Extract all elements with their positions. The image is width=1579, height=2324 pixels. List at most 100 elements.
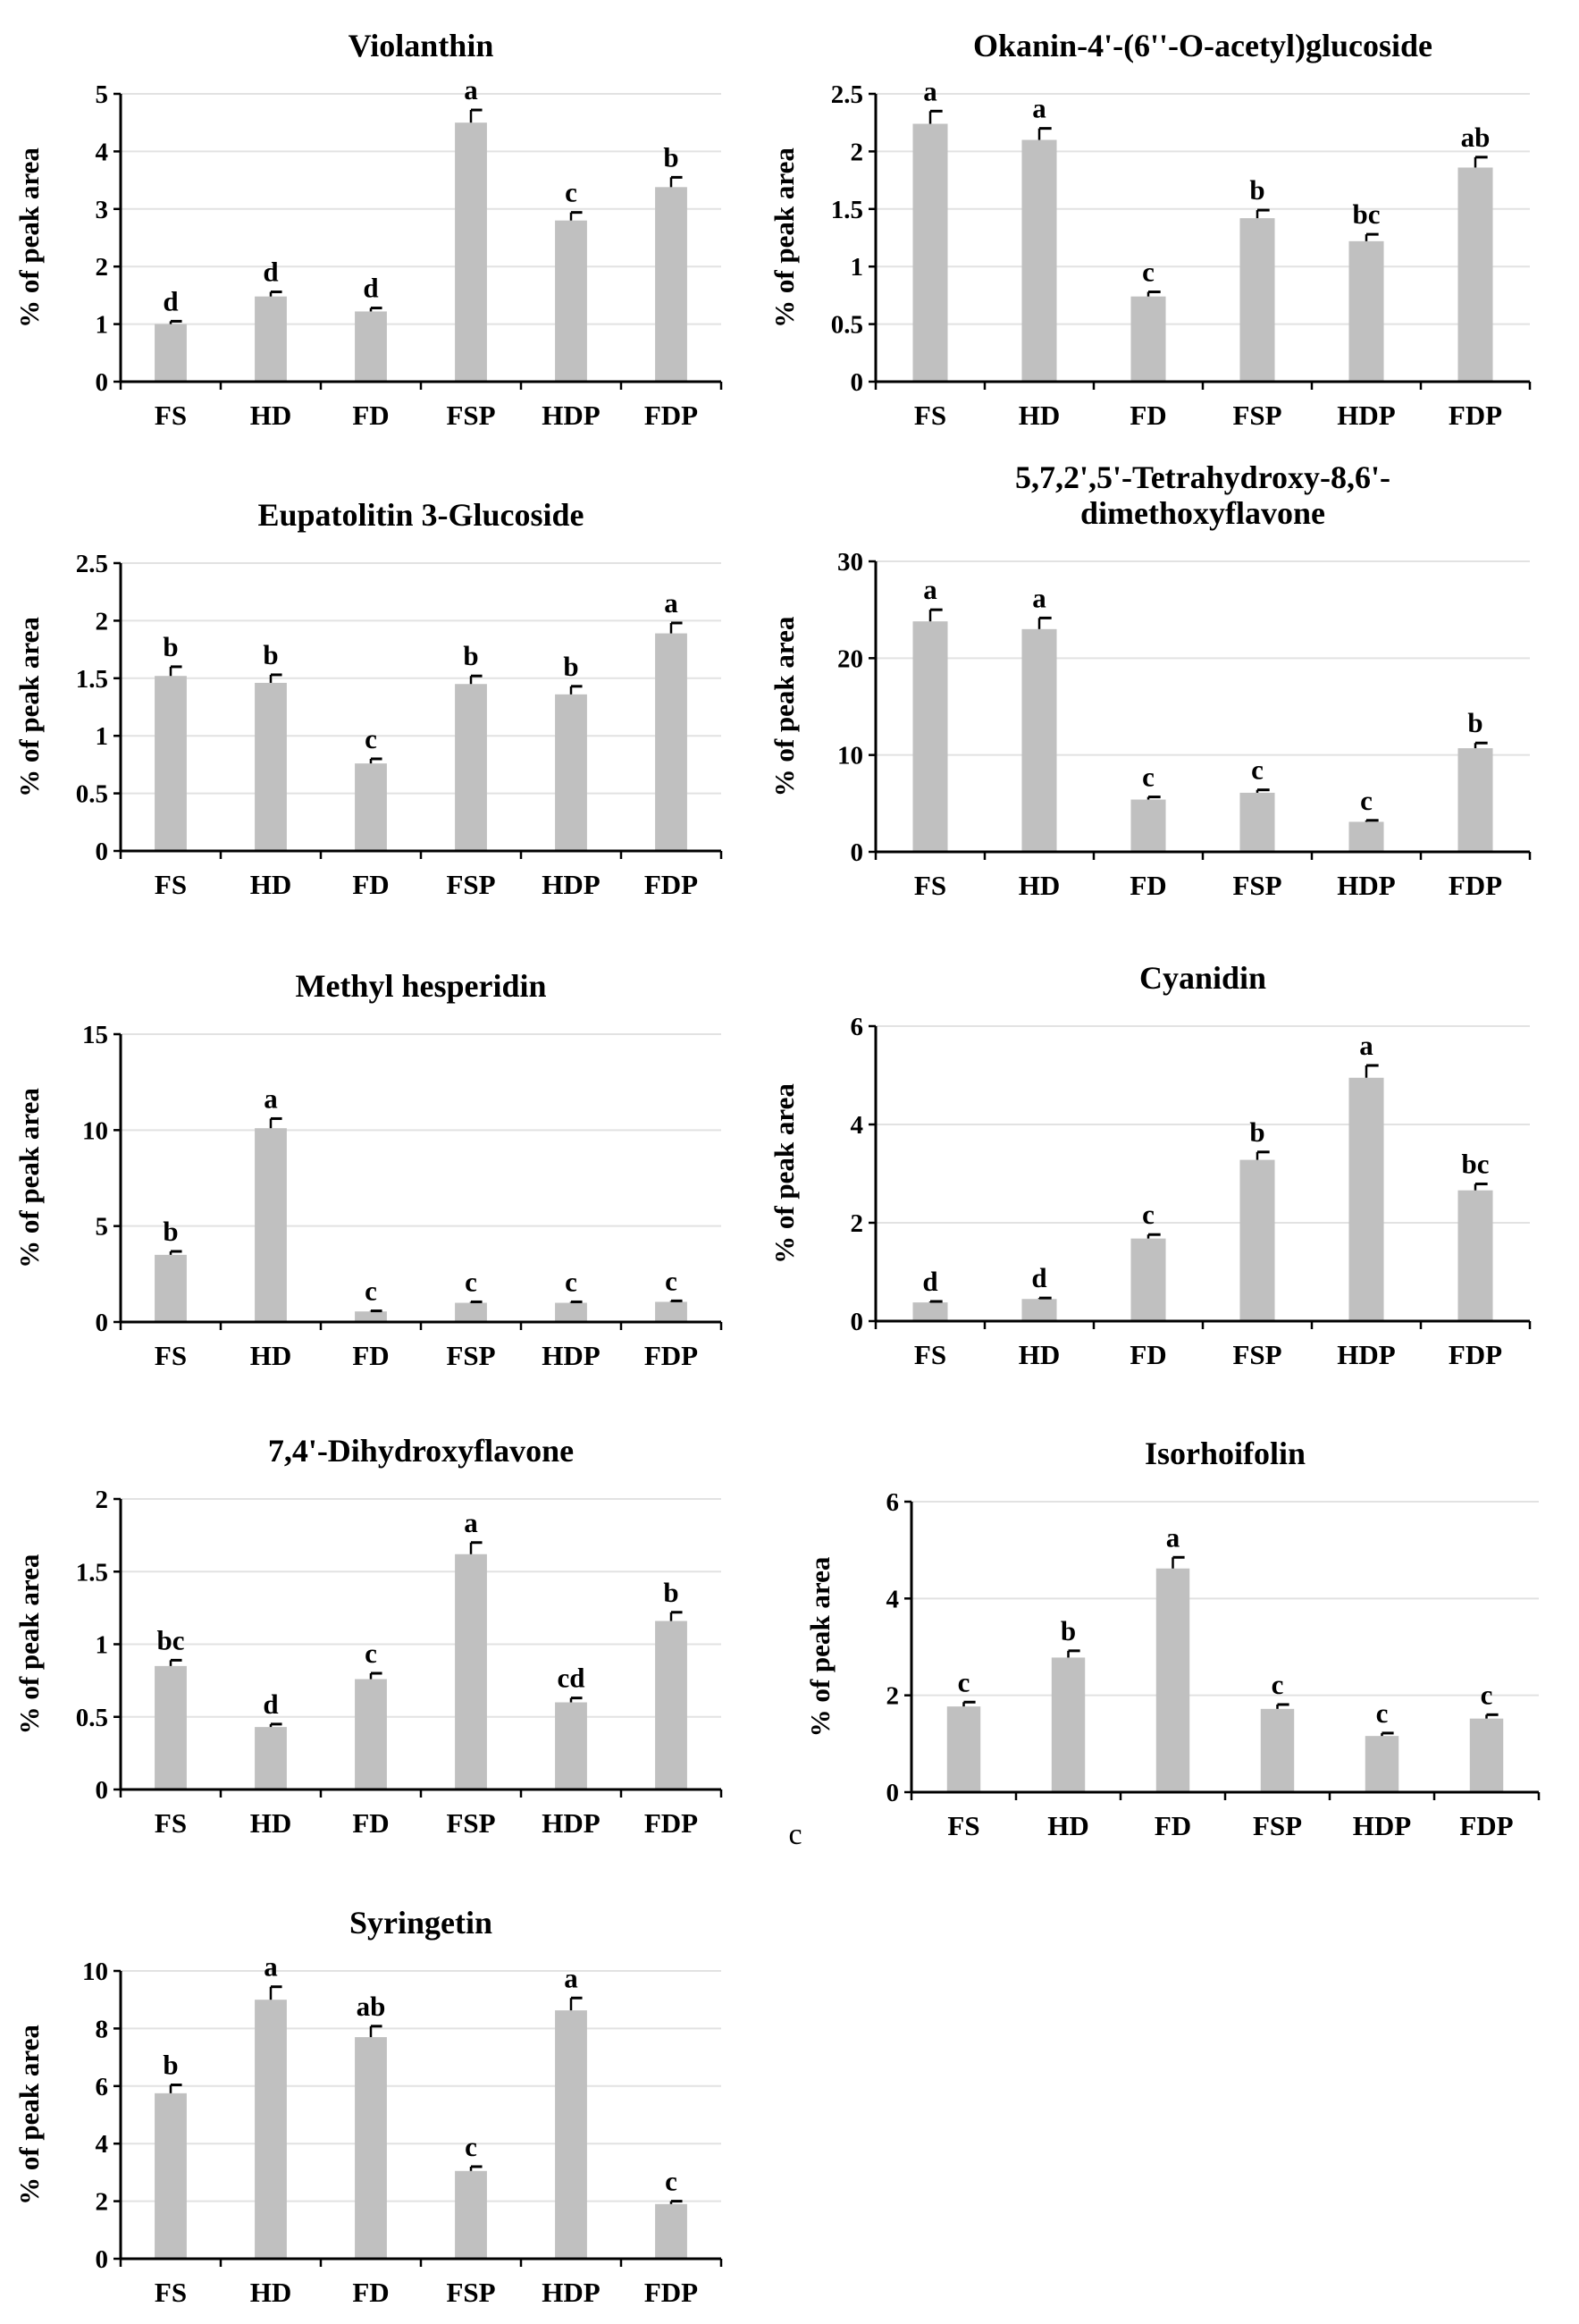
significance-letter: c <box>1481 1679 1493 1710</box>
y-tick-label: 6 <box>851 1013 864 1041</box>
category-label: HDP <box>542 400 601 431</box>
category-label: FSP <box>1232 870 1281 901</box>
bar-HDP <box>555 2010 587 2259</box>
significance-letter: d <box>922 1266 937 1297</box>
bar-FDP <box>655 1621 687 1789</box>
significance-letter: ab <box>1461 122 1491 153</box>
category-label: FDP <box>1449 400 1502 431</box>
bar-FSP <box>1239 218 1275 382</box>
significance-letter: b <box>663 1577 678 1608</box>
chart-panel-3: Eupatolitin 3-Glucoside 0 0.5 1 1.5 2 2.5 % of … <box>13 497 723 900</box>
bar-FS <box>155 676 187 851</box>
significance-letter: ab <box>357 1991 386 2022</box>
category-label: HD <box>250 400 292 431</box>
bar-FD <box>355 311 387 382</box>
bar-FD <box>355 2037 387 2259</box>
significance-letter: a <box>1032 93 1046 124</box>
bar-FS <box>912 1302 948 1321</box>
significance-letter: bc <box>1462 1149 1490 1180</box>
significance-letter: a <box>464 74 478 105</box>
bar-HDP <box>1348 821 1384 852</box>
chart-panel-1: Violanthin 0 1 2 3 4 5 % of peak area d FS d HD d FD a… <box>13 28 723 431</box>
category-label: FS <box>914 870 946 901</box>
bar-FS <box>155 324 187 382</box>
bar-HD <box>1021 1299 1057 1321</box>
y-tick-label: 0 <box>96 368 109 397</box>
bar-HD <box>255 2000 287 2259</box>
significance-letter: a <box>1166 1521 1180 1553</box>
significance-letter: c <box>1142 257 1155 288</box>
significance-letter: c <box>465 1266 477 1297</box>
y-tick-label: 0 <box>96 2245 109 2274</box>
category-label: FSP <box>1253 1810 1302 1841</box>
stray-panel-letter: c <box>788 1818 802 1851</box>
significance-letter: cd <box>558 1663 585 1694</box>
significance-letter: c <box>958 1666 970 1697</box>
y-tick-label: 0.5 <box>76 780 108 809</box>
y-tick-label: 1 <box>851 253 864 282</box>
category-label: HDP <box>542 1340 601 1371</box>
category-label: HD <box>1019 870 1061 901</box>
y-tick-label: 5 <box>96 1213 109 1242</box>
significance-letter: c <box>365 723 377 754</box>
significance-letter: a <box>664 587 678 619</box>
category-label: FD <box>352 1807 389 1839</box>
category-label: FD <box>352 1340 389 1371</box>
bar-FSP <box>1239 792 1275 852</box>
significance-letter: bc <box>157 1624 185 1655</box>
significance-letter: a <box>264 1082 278 1114</box>
category-label: HDP <box>1353 1810 1412 1841</box>
significance-letter: b <box>463 640 478 671</box>
y-tick-label: 0 <box>96 1309 109 1337</box>
y-tick-label: 2 <box>851 1209 864 1238</box>
bar-FDP <box>655 633 687 851</box>
bar-HD <box>1021 628 1057 852</box>
y-axis-label: % of peak area <box>13 2025 45 2205</box>
category-label: FS <box>155 400 187 431</box>
chart-panel-2: Okanin-4'-(6''-O-acetyl)glucoside 0 0.5 1 1.… <box>769 28 1532 431</box>
bar-FDP <box>655 2203 687 2259</box>
y-tick-label: 20 <box>837 644 863 673</box>
y-tick-label: 1.5 <box>831 196 863 224</box>
significance-letter: bc <box>1353 198 1381 230</box>
y-tick-label: 2.5 <box>76 550 108 578</box>
chart-title: 7,4'-Dihydroxyflavone <box>268 1433 574 1469</box>
category-label: HDP <box>1337 870 1396 901</box>
y-axis-label: % of peak area <box>13 1554 45 1734</box>
category-label: HD <box>1019 400 1061 431</box>
bar-HD <box>1051 1657 1086 1792</box>
y-tick-label: 2 <box>96 1486 109 1514</box>
bar-FSP <box>455 684 487 851</box>
category-label: HDP <box>542 869 601 900</box>
chart-title: 5,7,2',5'-Tetrahydroxy-8,6'- <box>1015 459 1390 495</box>
bar-FDP <box>655 187 687 382</box>
chart-title: Syringetin <box>349 1905 492 1941</box>
y-tick-label: 6 <box>886 1488 900 1517</box>
y-tick-label: 4 <box>96 138 109 166</box>
y-tick-label: 1.5 <box>76 665 108 694</box>
significance-letter: d <box>263 1688 278 1720</box>
bar-FSP <box>455 1302 487 1322</box>
category-label: FSP <box>446 400 495 431</box>
bar-FS <box>155 2092 187 2259</box>
chart-title: Eupatolitin 3-Glucoside <box>257 497 584 533</box>
bar-FS <box>155 1665 187 1789</box>
bar-FSP <box>455 122 487 382</box>
y-tick-label: 10 <box>82 1958 108 1986</box>
category-label: FDP <box>644 869 698 900</box>
significance-letter: c <box>1142 1199 1155 1230</box>
chart-title: Methyl hesperidin <box>295 968 546 1004</box>
category-label: FS <box>947 1810 979 1841</box>
y-tick-label: 2 <box>96 2188 109 2217</box>
significance-letter: d <box>163 285 178 316</box>
category-label: FD <box>1130 400 1166 431</box>
category-label: HD <box>1019 1339 1061 1370</box>
significance-letter: b <box>1061 1615 1076 1646</box>
significance-letter: c <box>565 177 577 208</box>
bar-HDP <box>1348 1077 1384 1321</box>
bar-HDP <box>555 220 587 382</box>
y-tick-label: 8 <box>96 2015 109 2043</box>
significance-letter: c <box>1376 1697 1389 1729</box>
significance-letter: c <box>465 2131 477 2162</box>
